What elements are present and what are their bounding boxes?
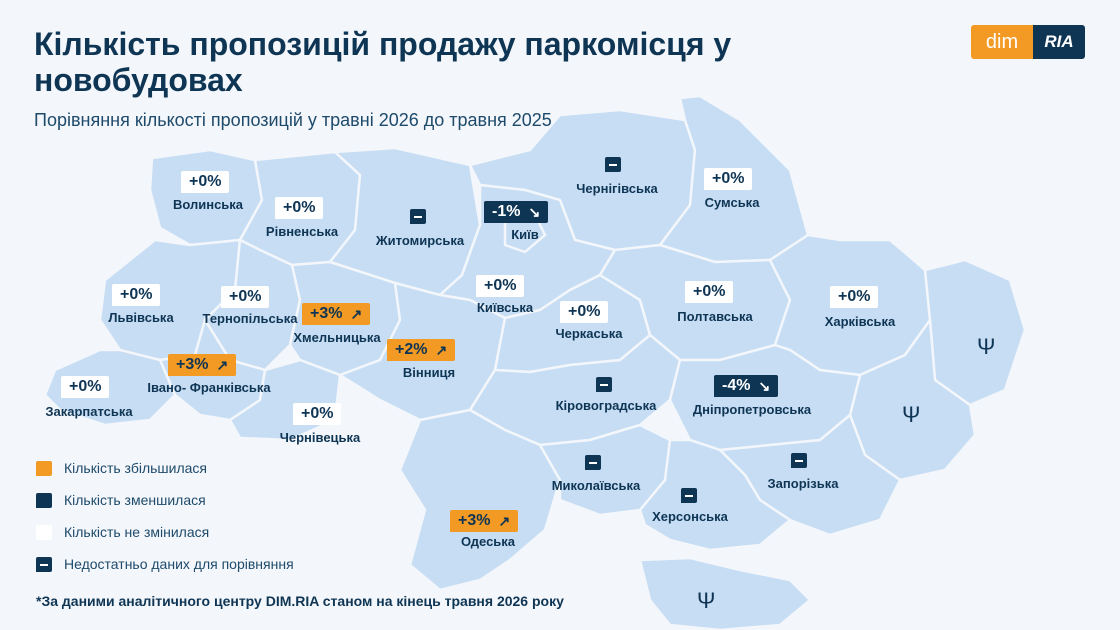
label-kyiv-oblast: Київська [476, 300, 534, 315]
label-sumy: Сумська [704, 195, 760, 210]
label-kherson: Херсонська [652, 509, 728, 524]
region-crimea[interactable] [638, 556, 812, 630]
badge-khmelnytskyi: +3% ↗ [302, 303, 371, 325]
badge-value: +2% [395, 341, 428, 358]
badge-kyiv-city: -1% ↘ [484, 201, 549, 223]
trident-icon: Ψ [902, 402, 921, 427]
logo-ria: RIA [1033, 25, 1085, 59]
nodata-icon [605, 157, 621, 172]
label-kharkiv: Харківська [824, 314, 896, 329]
label-khmelnytskyi: Хмельницька [293, 330, 381, 345]
label-zakarpattia: Закарпатська [45, 404, 133, 419]
badge-cherkasy: +0% [560, 301, 609, 323]
increase-swatch-icon [36, 460, 52, 476]
trident-icon: Ψ [977, 334, 996, 359]
region-odesa[interactable] [398, 408, 562, 592]
nodata-icon [681, 488, 697, 503]
legend-label: Кількість не змінилася [64, 524, 210, 540]
badge-value: +0% [712, 170, 745, 187]
legend: Кількість збільшилася Кількість зменшила… [36, 452, 294, 580]
trident-icon: Ψ [697, 588, 716, 613]
arrow-up-right-icon: ↗ [350, 305, 363, 322]
badge-lviv: +0% [112, 284, 161, 306]
badge-value: +0% [189, 173, 222, 190]
legend-item-decrease: Кількість зменшилася [36, 484, 294, 516]
badge-value: +3% [176, 356, 209, 373]
badge-dnipropetrovsk: -4% ↘ [714, 375, 779, 397]
label-rivne: Рівненська [265, 224, 339, 239]
footnote: *За даними аналітичного центру DIM.RIA с… [36, 593, 564, 609]
badge-vinnytsia: +2% ↗ [387, 339, 456, 361]
badge-kyiv-oblast: +0% [476, 275, 525, 297]
label-volyn: Волинська [172, 197, 244, 212]
dimria-logo: dim RIA [971, 25, 1085, 59]
badge-value: -1% [492, 203, 521, 220]
legend-label: Кількість зменшилася [64, 492, 206, 508]
legend-item-nodata: Недостатньо даних для порівняння [36, 548, 294, 580]
legend-item-nochange: Кількість не змінилася [36, 516, 294, 548]
arrow-down-right-icon: ↘ [758, 377, 771, 394]
page-subtitle: Порівняння кількості пропозицій у травні… [34, 110, 552, 130]
label-kyiv-city: Київ [511, 227, 539, 242]
badge-value: +0% [838, 288, 871, 305]
badge-rivne: +0% [275, 197, 324, 219]
label-dnipropetrovsk: Дніпропетровська [692, 402, 812, 417]
page-title: Кількість пропозицій продажу паркомісця … [34, 26, 732, 98]
nodata-icon [596, 377, 612, 392]
nodata-swatch-icon [36, 556, 52, 572]
badge-value: +0% [229, 288, 262, 305]
nodata-icon [585, 455, 601, 470]
label-ternopil: Тернопільська [202, 311, 298, 326]
label-mykolaiv: Миколаївська [551, 478, 641, 493]
logo-dim: dim [971, 25, 1033, 59]
label-cherkasy: Черкаська [555, 326, 623, 341]
badge-value: +3% [458, 512, 491, 529]
badge-sumy: +0% [704, 168, 753, 190]
label-zaporizhzhia: Запорізька [767, 476, 839, 491]
nodata-icon [791, 453, 807, 468]
badge-value: -4% [722, 377, 751, 394]
label-poltava: Полтавська [677, 309, 753, 324]
badge-zakarpattia: +0% [61, 376, 110, 398]
legend-label: Недостатньо даних для порівняння [64, 556, 294, 572]
label-vinnytsia: Вінниця [402, 365, 456, 380]
label-chernihiv: Чернігівська [576, 181, 658, 196]
badge-value: +3% [310, 305, 343, 322]
badge-value: +0% [120, 286, 153, 303]
badge-ivano-frankivsk: +3% ↗ [168, 354, 237, 376]
decrease-swatch-icon [36, 492, 52, 508]
label-lviv: Львівська [108, 310, 174, 325]
legend-label: Кількість збільшилася [64, 460, 208, 476]
arrow-up-right-icon: ↗ [498, 512, 511, 529]
nochange-swatch-icon [36, 524, 52, 540]
badge-volyn: +0% [181, 171, 230, 193]
badge-chernivtsi: +0% [293, 403, 342, 425]
badge-value: +0% [301, 405, 334, 422]
region-zakarpattia[interactable] [43, 348, 177, 427]
arrow-down-right-icon: ↘ [528, 203, 541, 220]
badge-value: +0% [283, 199, 316, 216]
badge-kharkiv: +0% [830, 286, 879, 308]
region-kherson[interactable] [638, 438, 793, 552]
label-zhytomyr: Житомирська [375, 233, 465, 248]
badge-poltava: +0% [685, 281, 734, 303]
badge-value: +0% [69, 378, 102, 395]
label-chernivtsi: Чернівецька [279, 430, 361, 445]
badge-value: +0% [693, 283, 726, 300]
nodata-icon [410, 209, 426, 224]
badge-value: +0% [568, 303, 601, 320]
label-odesa: Одеська [460, 534, 516, 549]
label-kirovohrad: Кіровоградська [555, 398, 657, 413]
badge-ternopil: +0% [221, 286, 270, 308]
arrow-up-right-icon: ↗ [435, 341, 448, 358]
label-ivano-frankivsk: Івано- Франківська [147, 380, 271, 395]
legend-item-increase: Кількість збільшилася [36, 452, 294, 484]
badge-odesa: +3% ↗ [450, 510, 519, 532]
badge-value: +0% [484, 277, 517, 294]
arrow-up-right-icon: ↗ [216, 356, 229, 373]
